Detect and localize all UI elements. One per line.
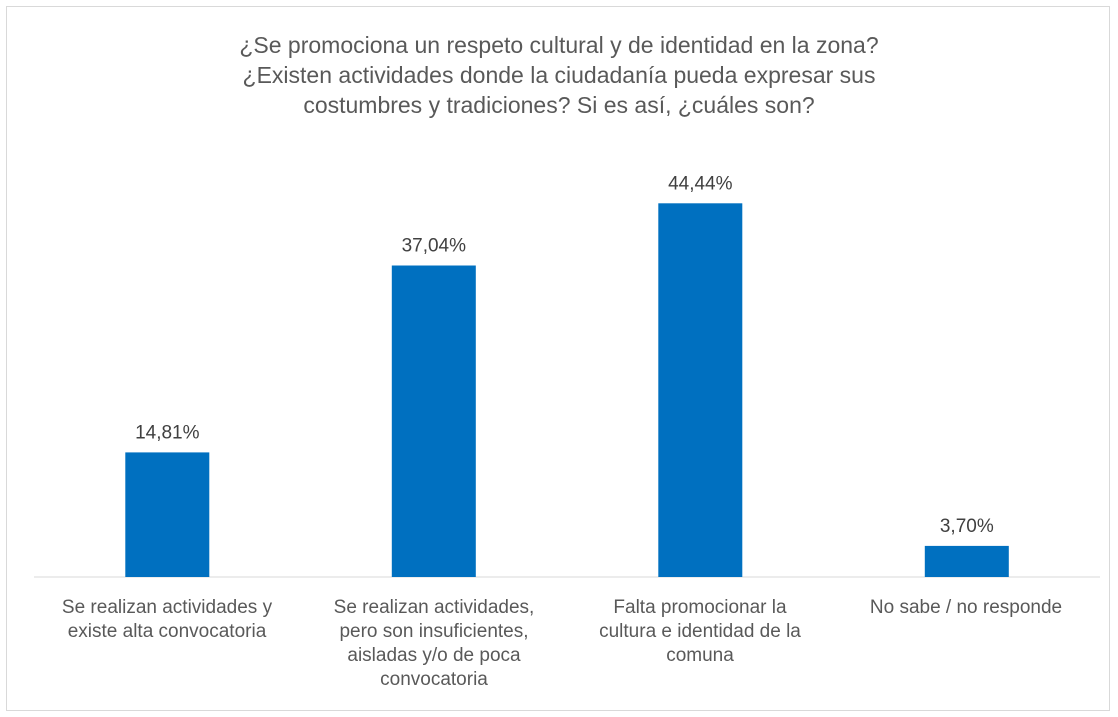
category-label-1: Se realizan actividades y existe alta co… <box>32 596 302 644</box>
category-label-1-line-2: existe alta convocatoria <box>67 621 267 642</box>
category-label-2: Se realizan actividades, pero son insufi… <box>299 596 569 692</box>
category-label-4-line-1: No sabe / no responde <box>869 597 1063 618</box>
chart-title-line-2: ¿Existen actividades donde la ciudadanía… <box>242 62 876 88</box>
data-label-4: 3,70% <box>940 516 994 537</box>
chart-title-line-1: ¿Se promociona un respeto cultural y de … <box>239 32 879 58</box>
bar-3 <box>658 203 743 578</box>
category-label-3-line-1: Falta promocionar la <box>613 597 787 618</box>
bar-4 <box>924 545 1009 577</box>
category-label-2-line-4: convocatoria <box>380 669 488 690</box>
chart-title-line-3: costumbres y tradiciones? Si es así, ¿cu… <box>303 92 815 118</box>
chart-title: ¿Se promociona un respeto cultural y de … <box>0 30 1118 120</box>
category-label-1-line-1: Se realizan actividades y <box>61 597 273 618</box>
category-label-3-line-3: comuna <box>666 645 734 666</box>
data-label-3: 44,44% <box>668 173 733 194</box>
bar-1 <box>125 452 210 577</box>
data-label-2: 37,04% <box>402 236 467 257</box>
bar-2 <box>391 265 476 577</box>
category-label-2-line-3: aisladas y/o de poca <box>347 645 521 666</box>
category-label-4: No sabe / no responde <box>831 596 1101 620</box>
category-label-3: Falta promocionar la cultura e identidad… <box>565 596 835 668</box>
chart-frame <box>6 6 1110 711</box>
category-label-2-line-1: Se realizan actividades, <box>333 597 535 618</box>
category-label-3-line-2: cultura e identidad de la <box>599 621 801 642</box>
data-label-1: 14,81% <box>135 422 200 443</box>
category-label-2-line-2: pero son insuficientes, <box>339 621 529 642</box>
